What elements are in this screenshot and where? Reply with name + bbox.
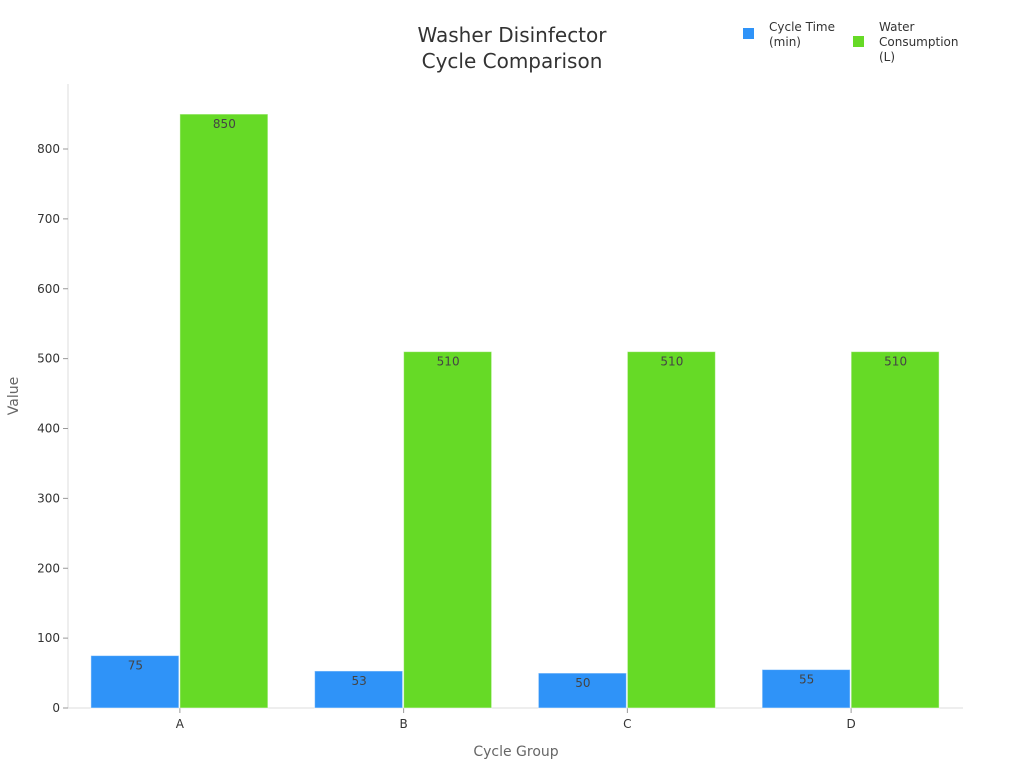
y-tick-label: 0 [52, 701, 60, 715]
bar-C-0 [537, 672, 627, 709]
bar-B-0 [314, 670, 404, 709]
y-tick-label: 100 [37, 631, 60, 645]
legend-label: Water [879, 20, 915, 34]
legend-label: Consumption [879, 35, 958, 49]
bar-A-0 [90, 655, 180, 709]
bar-D-1 [850, 351, 940, 709]
bar-C-1 [626, 351, 716, 709]
bar-B-1 [403, 351, 493, 709]
data-label: 50 [575, 676, 590, 690]
y-tick-label: 800 [37, 142, 60, 156]
data-label: 53 [351, 674, 366, 688]
data-label: 510 [884, 355, 907, 369]
bar-D-0 [761, 669, 851, 709]
legend-label: Cycle Time [769, 20, 835, 34]
y-axis-label: Value [6, 377, 22, 415]
y-tick-label: 500 [37, 352, 60, 366]
data-label: 510 [660, 355, 683, 369]
y-tick-label: 600 [37, 282, 60, 296]
data-label: 75 [128, 659, 143, 673]
y-tick-label: 700 [37, 212, 60, 226]
y-tick-label: 200 [37, 561, 60, 575]
data-label: 510 [437, 355, 460, 369]
legend-label: (L) [879, 50, 895, 64]
legend-swatch [743, 28, 754, 39]
chart-title-line: Washer Disinfector [418, 23, 608, 47]
x-tick-label: A [176, 717, 185, 731]
y-tick-label: 300 [37, 491, 60, 505]
x-tick-label: C [623, 717, 631, 731]
y-tick-label: 400 [37, 422, 60, 436]
axes: 0 100 200 300 400 500 600 700 800 A B C D [37, 84, 963, 731]
chart-title-line: Cycle Comparison [422, 49, 603, 73]
data-label: 55 [799, 673, 814, 687]
x-tick-label: D [847, 717, 856, 731]
legend-swatch [853, 36, 864, 47]
x-tick-label: B [400, 717, 408, 731]
data-label: 850 [213, 117, 236, 131]
x-axis-label: Cycle Group [473, 744, 558, 760]
legend-label: (min) [769, 35, 801, 49]
bars: 75 850 53 510 50 510 55 510 [90, 113, 940, 709]
bar-A-1 [179, 113, 269, 709]
